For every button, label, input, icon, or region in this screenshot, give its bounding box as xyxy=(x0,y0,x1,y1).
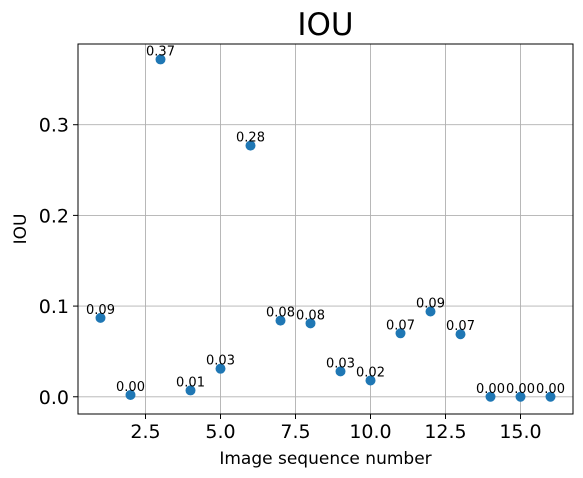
y-axis-label: IOU xyxy=(11,214,31,245)
x-tick-label: 7.5 xyxy=(280,421,310,443)
x-axis-label: Image sequence number xyxy=(219,449,431,469)
data-point xyxy=(395,328,406,339)
x-tick-label: 2.5 xyxy=(130,421,160,443)
data-point xyxy=(335,366,346,377)
tick-layer: 2.5 5.0 7.5 10.0 12.5 15.0 0.0 0.1 0.2 0.3 xyxy=(39,115,542,443)
grid-layer xyxy=(78,44,573,414)
data-point xyxy=(515,391,526,402)
data-point xyxy=(155,54,166,65)
data-point xyxy=(185,385,196,396)
data-point xyxy=(275,315,286,326)
data-point xyxy=(305,318,316,329)
data-label: 0.01 xyxy=(176,375,205,390)
data-point xyxy=(365,375,376,386)
data-point xyxy=(455,329,466,340)
data-label: 0.00 xyxy=(506,382,535,397)
data-label: 0.00 xyxy=(116,380,145,395)
data-label: 0.28 xyxy=(236,131,265,146)
y-tick-label: 0.1 xyxy=(39,296,69,318)
data-label: 0.00 xyxy=(536,382,565,397)
data-label: 0.09 xyxy=(416,297,445,312)
data-point xyxy=(485,391,496,402)
x-tick-label: 12.5 xyxy=(424,421,466,443)
data-label: 0.08 xyxy=(296,308,325,323)
data-point xyxy=(545,391,556,402)
data-point xyxy=(95,312,106,323)
y-tick-label: 0.3 xyxy=(39,115,69,137)
data-label: 0.08 xyxy=(266,306,295,321)
x-tick-label: 15.0 xyxy=(499,421,541,443)
data-label: 0.09 xyxy=(86,303,115,318)
y-tick-label: 0.0 xyxy=(39,387,69,409)
y-tick-label: 0.2 xyxy=(39,205,69,227)
point-layer xyxy=(95,54,556,402)
data-point xyxy=(245,140,256,151)
data-point xyxy=(125,389,136,400)
data-point xyxy=(425,306,436,317)
x-tick-label: 10.0 xyxy=(349,421,391,443)
plot-frame xyxy=(77,43,574,415)
data-label: 0.07 xyxy=(446,319,475,334)
x-tick-label: 5.0 xyxy=(205,421,235,443)
data-label: 0.00 xyxy=(476,382,505,397)
data-label: 0.03 xyxy=(326,356,355,371)
data-label-layer: 0.090.000.370.010.030.280.08 0.080.030.02… xyxy=(86,44,565,396)
data-label: 0.37 xyxy=(146,44,175,59)
data-point xyxy=(215,363,226,374)
chart-title: IOU xyxy=(297,7,353,43)
data-label: 0.03 xyxy=(206,354,235,369)
data-label: 0.02 xyxy=(356,365,385,380)
data-label: 0.07 xyxy=(386,318,415,333)
